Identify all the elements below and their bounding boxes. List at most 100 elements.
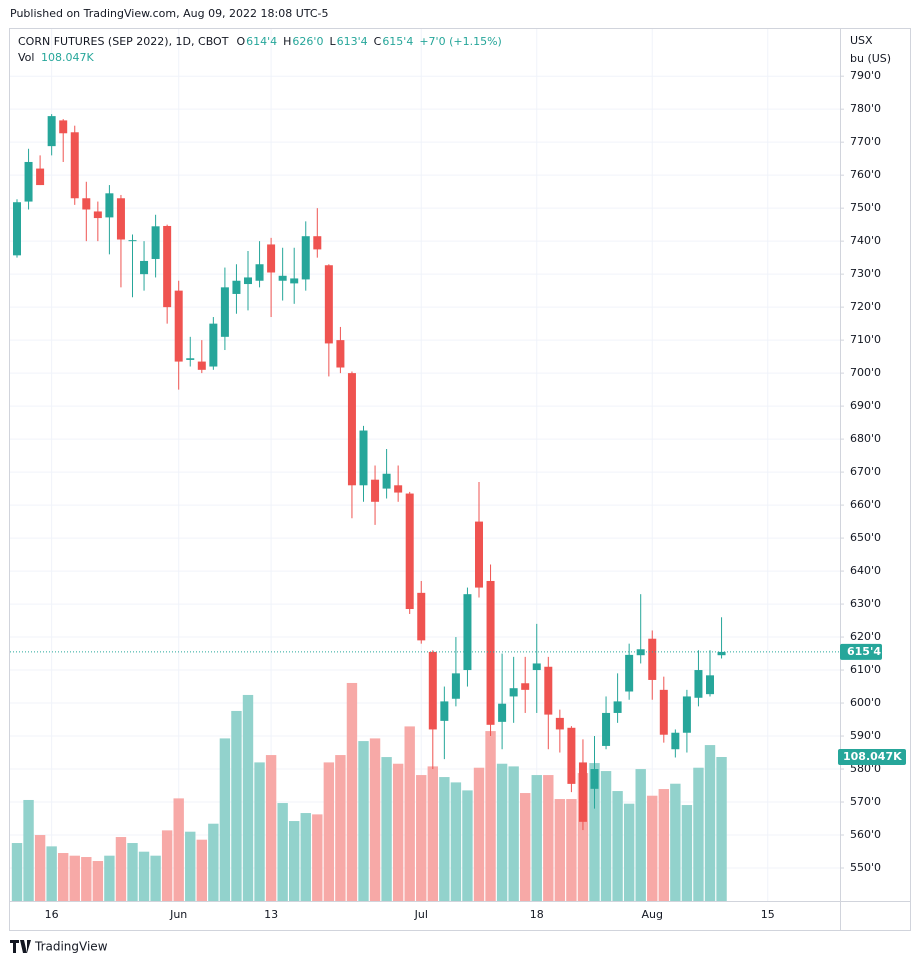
volume-bar xyxy=(635,769,646,901)
candle-body xyxy=(590,769,599,789)
candle-body xyxy=(440,701,449,721)
footer-brand: TradingView xyxy=(34,940,108,954)
candle-body xyxy=(267,244,276,273)
volume-bar xyxy=(485,731,496,901)
candle-body xyxy=(509,688,518,697)
volume-bar xyxy=(369,738,381,901)
candle-body xyxy=(382,473,391,489)
candle-body xyxy=(244,277,252,285)
candle-body xyxy=(486,580,495,725)
y-tick-label: 680'0 xyxy=(850,432,881,445)
candle-body xyxy=(706,675,714,695)
volume-bar xyxy=(312,814,323,901)
candle-body xyxy=(405,493,414,610)
volume-bar xyxy=(115,837,127,901)
candle-body xyxy=(116,198,125,240)
y-tick-label: 610'0 xyxy=(850,663,881,676)
ohlc-value: 613'4 xyxy=(337,35,368,48)
candle-body xyxy=(602,712,611,746)
ohlc-key: O xyxy=(236,35,245,48)
volume-bar xyxy=(543,775,554,901)
candle-body xyxy=(475,521,483,588)
y-tick-label: 700'0 xyxy=(850,366,881,379)
ohlc-key: H xyxy=(283,35,291,48)
logo-icon xyxy=(10,940,31,953)
last-price-label: 615'4 xyxy=(847,645,881,658)
y-tick-label: 670'0 xyxy=(850,465,881,478)
y-tick-label: 710'0 xyxy=(850,333,881,346)
volume-bar xyxy=(416,775,427,901)
y-tick-label: 570'0 xyxy=(850,795,881,808)
candle-body xyxy=(544,666,553,715)
volume-bar xyxy=(161,830,173,901)
candle-body xyxy=(290,278,299,284)
ohlc-key: L xyxy=(329,35,336,48)
candle-body xyxy=(394,485,403,493)
volume-bar xyxy=(254,762,265,901)
volume-bar xyxy=(462,790,473,901)
y-tick-label: 770'0 xyxy=(850,135,881,148)
candle-body xyxy=(463,594,472,671)
legend-header: CORN FUTURES (SEP 2022), 1D, CBOT Vol 10… xyxy=(18,35,502,64)
candle-body xyxy=(232,280,241,294)
volume-bar xyxy=(404,726,415,901)
published-note: Published on TradingView.com, Aug 09, 20… xyxy=(10,7,329,20)
volume-bar xyxy=(46,846,57,901)
candle-body xyxy=(578,762,587,822)
volume-bar xyxy=(520,793,531,901)
volume-bar xyxy=(670,783,681,901)
candle-body xyxy=(521,683,530,690)
candle-body xyxy=(59,120,68,134)
volume-bar xyxy=(23,799,34,901)
y-tick-label: 580'0 xyxy=(850,762,881,775)
volume-bar xyxy=(358,741,369,901)
volume-bar xyxy=(277,803,288,901)
volume-bar xyxy=(439,777,450,901)
volume-bar xyxy=(716,757,727,901)
candle-body xyxy=(555,717,564,730)
volume-bar xyxy=(612,791,623,901)
volume-bar xyxy=(589,763,600,901)
y-tick-label: 730'0 xyxy=(850,267,881,280)
volume-bar xyxy=(693,767,704,901)
candle-body xyxy=(371,479,380,502)
x-tick-label: 13 xyxy=(264,908,278,921)
volume-bar xyxy=(323,762,335,901)
candle-body xyxy=(174,290,183,362)
candle-body xyxy=(625,654,634,692)
candle-body xyxy=(324,265,333,344)
volume-bar xyxy=(381,757,392,901)
volume-title: Vol xyxy=(18,51,34,64)
volume-bar xyxy=(392,763,404,901)
y-tick-label: 790'0 xyxy=(850,69,881,82)
candle-body xyxy=(417,592,426,641)
ohlc-value: 614'4 xyxy=(246,35,277,48)
candle-body xyxy=(278,275,287,281)
volume-bar xyxy=(81,857,92,901)
y-tick-label: 620'0 xyxy=(850,630,881,643)
candle-body xyxy=(428,651,437,730)
volume-bar xyxy=(208,823,219,901)
volume-bar xyxy=(300,813,311,901)
y-tick-label: 690'0 xyxy=(850,399,881,412)
volume-bar xyxy=(92,861,104,901)
candle-body xyxy=(255,264,264,281)
candle-body xyxy=(24,161,33,202)
volume-bar xyxy=(554,799,566,901)
candle-body xyxy=(659,689,668,735)
volume-bar xyxy=(138,851,150,901)
volume-bar xyxy=(658,789,669,901)
candles xyxy=(13,114,726,831)
volume-bar xyxy=(265,755,277,901)
volume-bar xyxy=(11,843,23,901)
ohlc-value: 626'0 xyxy=(292,35,323,48)
volume-bar xyxy=(289,821,300,901)
candle-body xyxy=(671,732,680,750)
volume-tag-label: 108.047K xyxy=(843,750,902,763)
y-tick-label: 550'0 xyxy=(850,861,881,874)
axes: 790'0 780'0 770'0 760'0 750'0 740'0 730'0 720'0… xyxy=(10,69,906,921)
volume-tag xyxy=(838,749,906,765)
candle-body xyxy=(70,132,79,199)
